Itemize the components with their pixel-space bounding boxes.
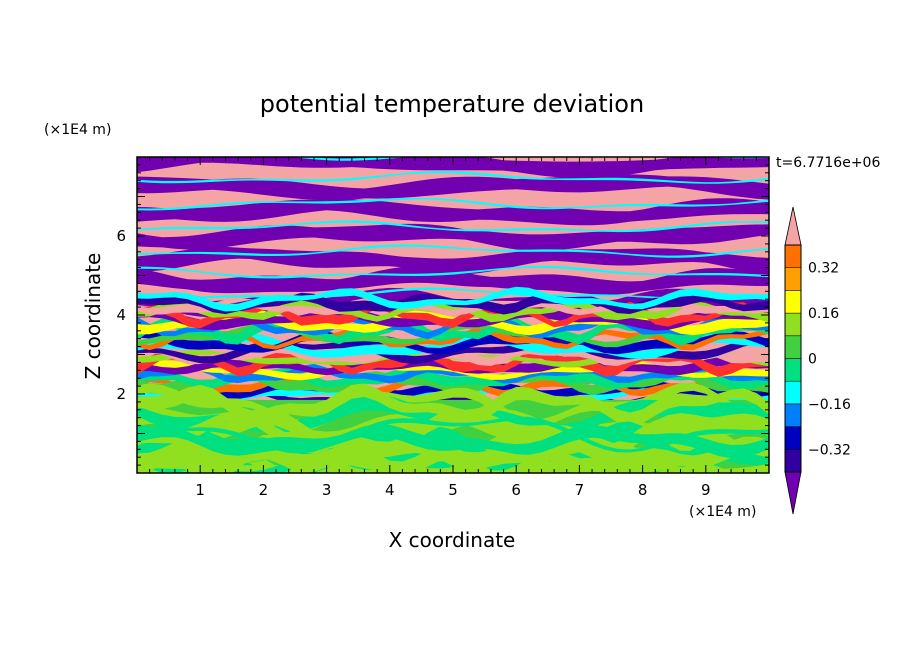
colorbar-tick-label: 0 [808,352,817,368]
colorbar-tick-label: −0.16 [808,397,851,413]
colorbar-segment [784,449,802,473]
band-negative [137,223,769,251]
x-unit-label: (×1E4 m) [689,504,756,520]
colorbar-segment [784,267,802,291]
colorbar-segment [784,426,802,450]
colorbar-labels: 0.32 0.16 0 −0.16 −0.32 [808,261,851,459]
colorbar-segment [784,290,802,314]
y-tick-label: 2 [116,385,126,403]
x-tick-label: 5 [448,481,458,499]
colorbar-tick-label: 0.32 [808,261,839,277]
x-tick-labels: 1 2 3 4 5 6 7 8 9 [195,481,710,499]
x-tick-label: 9 [701,481,711,499]
colorbar-segment [784,403,802,427]
band-edge [137,220,769,233]
band-negative [137,157,769,179]
mixed-band [137,370,769,396]
colorbar-tick-label: 0.16 [808,306,839,322]
x-tick-label: 6 [511,481,521,499]
colorbar [784,206,802,515]
x-tick-label: 1 [195,481,205,499]
mixed-band [137,286,769,312]
x-tick-label: 2 [259,481,269,499]
colorbar-tick-label: −0.32 [808,442,851,458]
x-tick-label: 7 [575,481,585,499]
chart-title: potential temperature deviation [260,90,644,118]
colorbar-segment [784,358,802,382]
colorbar-over-arrow [784,206,802,246]
y-tick-label: 6 [116,227,126,245]
lower-band [137,383,769,427]
band-edge [137,171,769,184]
y-tick-label: 4 [116,306,126,324]
band-edge [137,244,769,258]
colorbar-segment [784,312,802,337]
band-edge [137,197,769,211]
y-unit-label: (×1E4 m) [44,122,111,138]
mixed-band [137,297,769,316]
y-tick-labels: 2 4 6 [116,227,126,403]
lower-band [137,416,769,454]
colorbar-frame [784,244,802,473]
contour-field [137,157,769,473]
colorbar-segment [784,335,802,359]
axis-ticks [136,156,770,474]
colorbar-under-arrow [784,471,802,515]
x-tick-label: 4 [385,481,395,499]
x-tick-label: 3 [322,481,332,499]
band-negative [137,266,769,295]
mixed-band [137,330,769,355]
lower-layer [137,382,769,473]
mixed-band [137,349,769,368]
band-negative [137,174,769,201]
band-negative [137,198,769,226]
time-label: t=6.7716e+06 [776,155,880,171]
mixed-band [137,299,769,323]
colorbar-segment [784,244,802,268]
x-axis-label: X coordinate [389,528,516,552]
x-tick-label: 8 [638,481,648,499]
y-axis-label: Z coordinate [81,253,105,380]
colorbar-segment [784,380,802,405]
